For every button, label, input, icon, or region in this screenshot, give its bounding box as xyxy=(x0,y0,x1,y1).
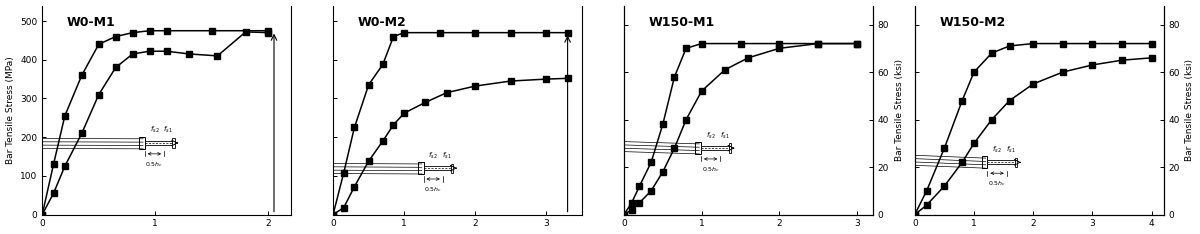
Text: W0-M2: W0-M2 xyxy=(358,16,407,29)
Bar xyxy=(701,146,728,150)
Text: $f_{s1}$: $f_{s1}$ xyxy=(163,125,173,135)
Bar xyxy=(424,166,451,170)
Text: W0-M1: W0-M1 xyxy=(67,16,116,29)
Text: $0.5h_c$: $0.5h_c$ xyxy=(702,165,720,174)
Bar xyxy=(695,142,701,154)
Bar xyxy=(1015,158,1018,167)
Y-axis label: Bar Tensile Stress (ksi): Bar Tensile Stress (ksi) xyxy=(894,59,904,161)
Bar xyxy=(418,162,424,174)
Y-axis label: Bar Tensile Stress (MPa): Bar Tensile Stress (MPa) xyxy=(6,56,14,164)
Bar xyxy=(139,137,145,149)
Text: W150-M1: W150-M1 xyxy=(649,16,715,29)
Bar xyxy=(451,164,454,173)
Text: W150-M2: W150-M2 xyxy=(940,16,1006,29)
Text: $0.5h_c$: $0.5h_c$ xyxy=(988,179,1007,188)
Text: $f_{s2}$: $f_{s2}$ xyxy=(428,150,438,161)
Y-axis label: Bar Tensile Stress (ksi): Bar Tensile Stress (ksi) xyxy=(1186,59,1194,161)
Text: $f_{s1}$: $f_{s1}$ xyxy=(1006,145,1015,155)
Bar xyxy=(145,141,173,145)
Bar xyxy=(988,160,1015,165)
Text: $f_{s2}$: $f_{s2}$ xyxy=(706,130,715,141)
Text: $f_{s2}$: $f_{s2}$ xyxy=(992,145,1002,155)
Bar xyxy=(982,157,988,168)
Text: $f_{s1}$: $f_{s1}$ xyxy=(720,130,730,141)
Text: $0.5h_c$: $0.5h_c$ xyxy=(145,160,163,168)
Text: $f_{s2}$: $f_{s2}$ xyxy=(150,125,160,135)
Text: $f_{s1}$: $f_{s1}$ xyxy=(442,150,451,161)
Bar xyxy=(173,138,174,148)
Bar xyxy=(728,143,731,153)
Text: $0.5h_c$: $0.5h_c$ xyxy=(424,185,443,194)
